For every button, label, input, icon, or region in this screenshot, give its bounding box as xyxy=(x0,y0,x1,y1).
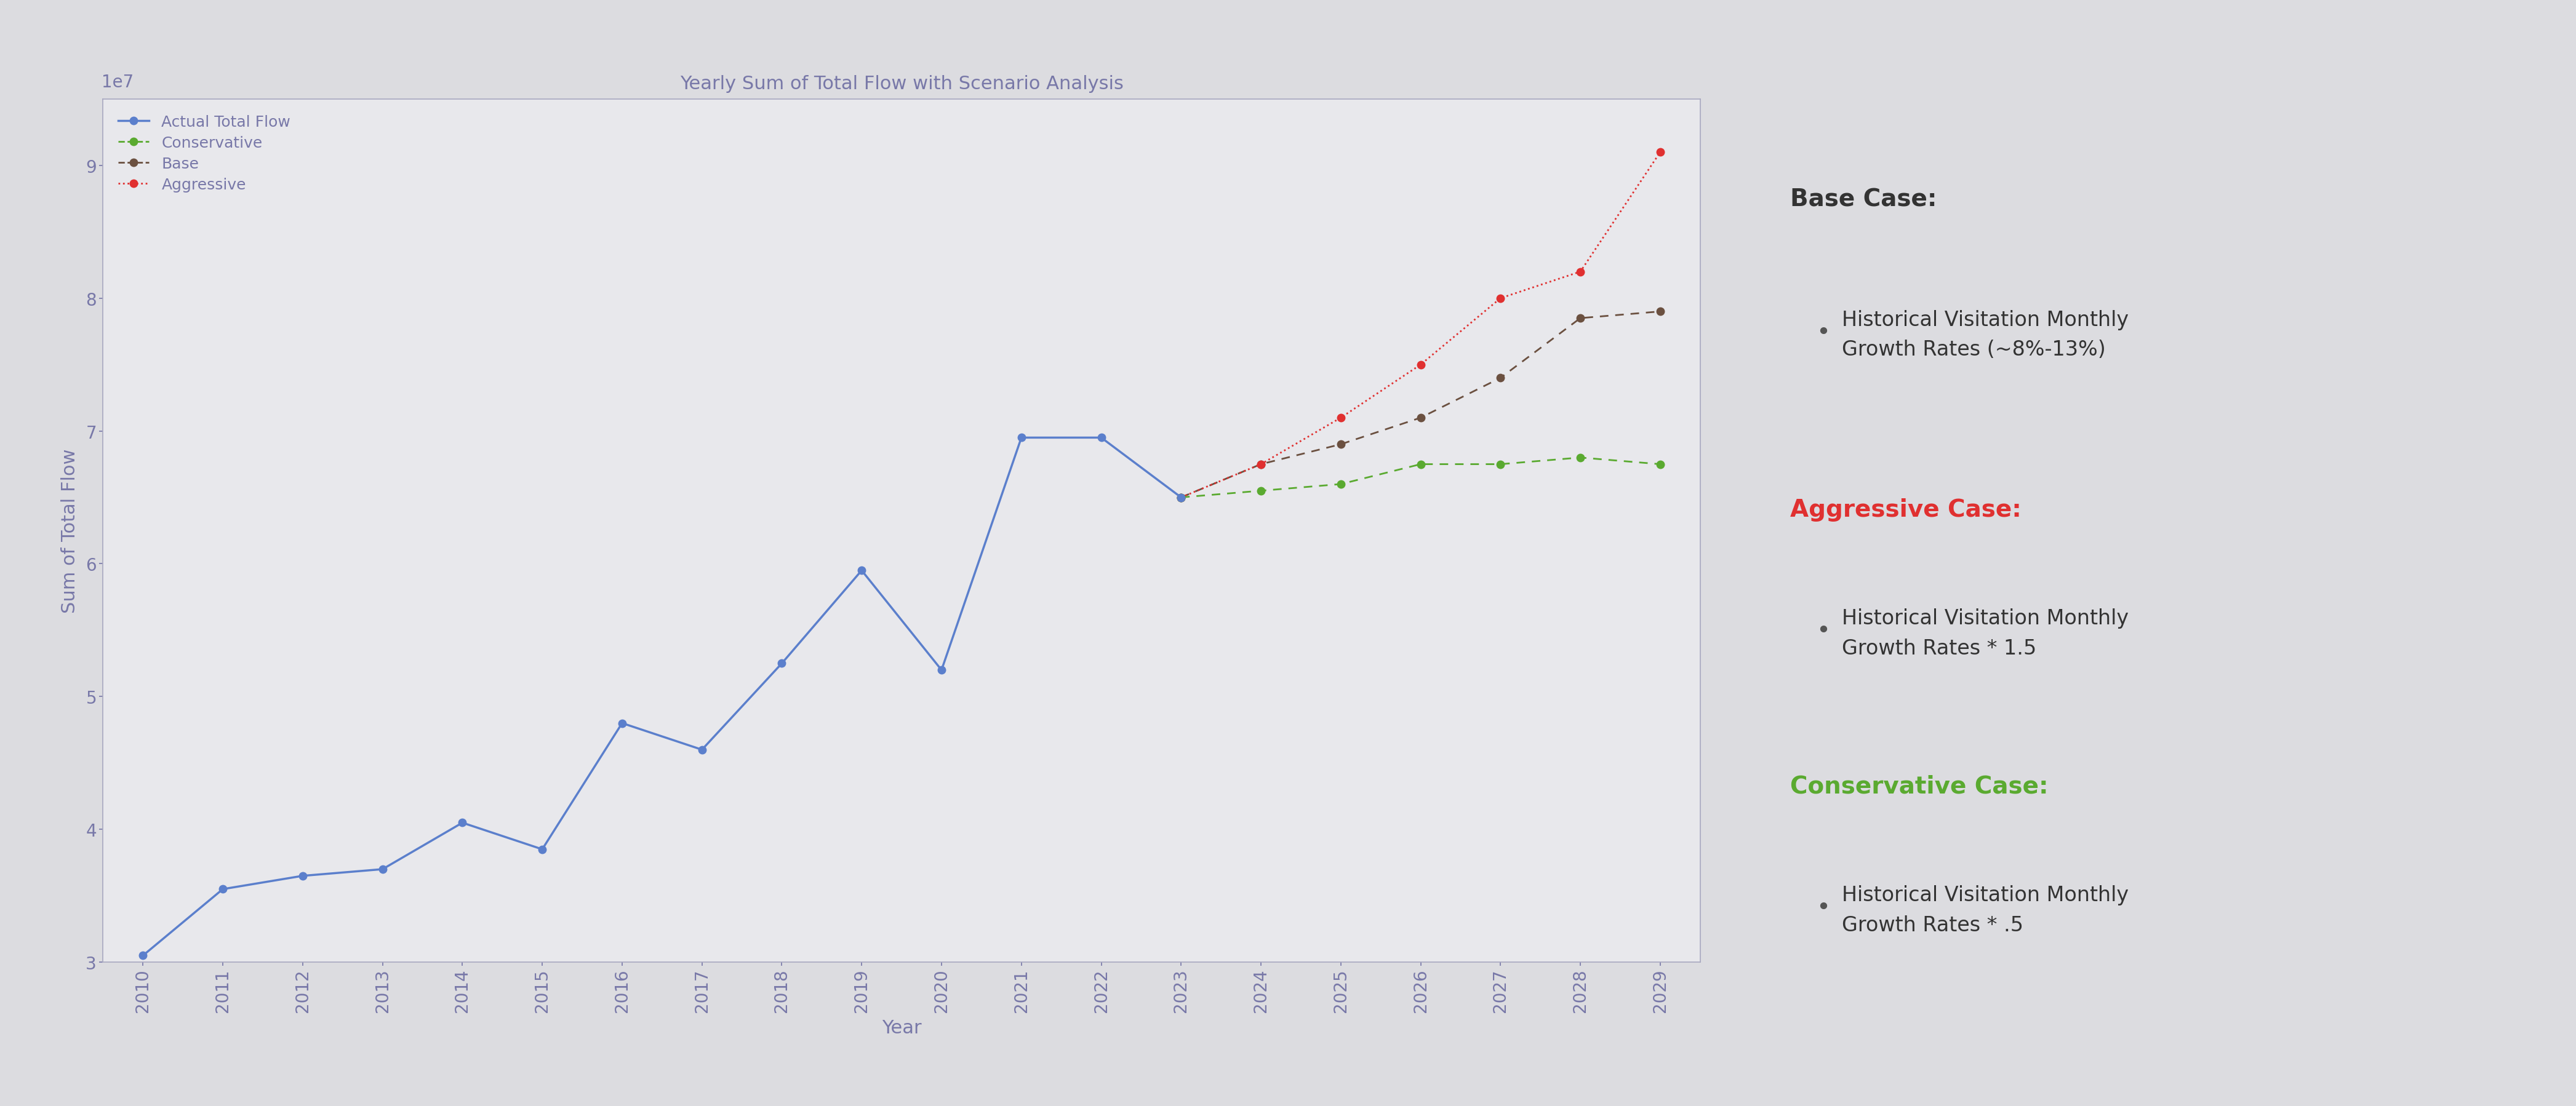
X-axis label: Year: Year xyxy=(881,1019,922,1036)
Text: •: • xyxy=(1816,619,1829,643)
Text: Aggressive Case:: Aggressive Case: xyxy=(1790,498,2022,521)
Text: Base Case:: Base Case: xyxy=(1790,188,1937,211)
Text: Conservative Case:: Conservative Case: xyxy=(1790,774,2048,797)
Text: Historical Visitation Monthly
Growth Rates * 1.5: Historical Visitation Monthly Growth Rat… xyxy=(1842,608,2128,658)
Text: Historical Visitation Monthly
Growth Rates * .5: Historical Visitation Monthly Growth Rat… xyxy=(1842,885,2128,935)
Y-axis label: Sum of Total Flow: Sum of Total Flow xyxy=(62,449,80,613)
Text: •: • xyxy=(1816,896,1829,919)
Legend: Actual Total Flow, Conservative, Base, Aggressive: Actual Total Flow, Conservative, Base, A… xyxy=(111,107,299,200)
Text: •: • xyxy=(1816,321,1829,344)
Text: Historical Visitation Monthly
Growth Rates (~8%-13%): Historical Visitation Monthly Growth Rat… xyxy=(1842,310,2128,359)
Title: Yearly Sum of Total Flow with Scenario Analysis: Yearly Sum of Total Flow with Scenario A… xyxy=(680,75,1123,93)
Text: 1e7: 1e7 xyxy=(100,74,134,91)
